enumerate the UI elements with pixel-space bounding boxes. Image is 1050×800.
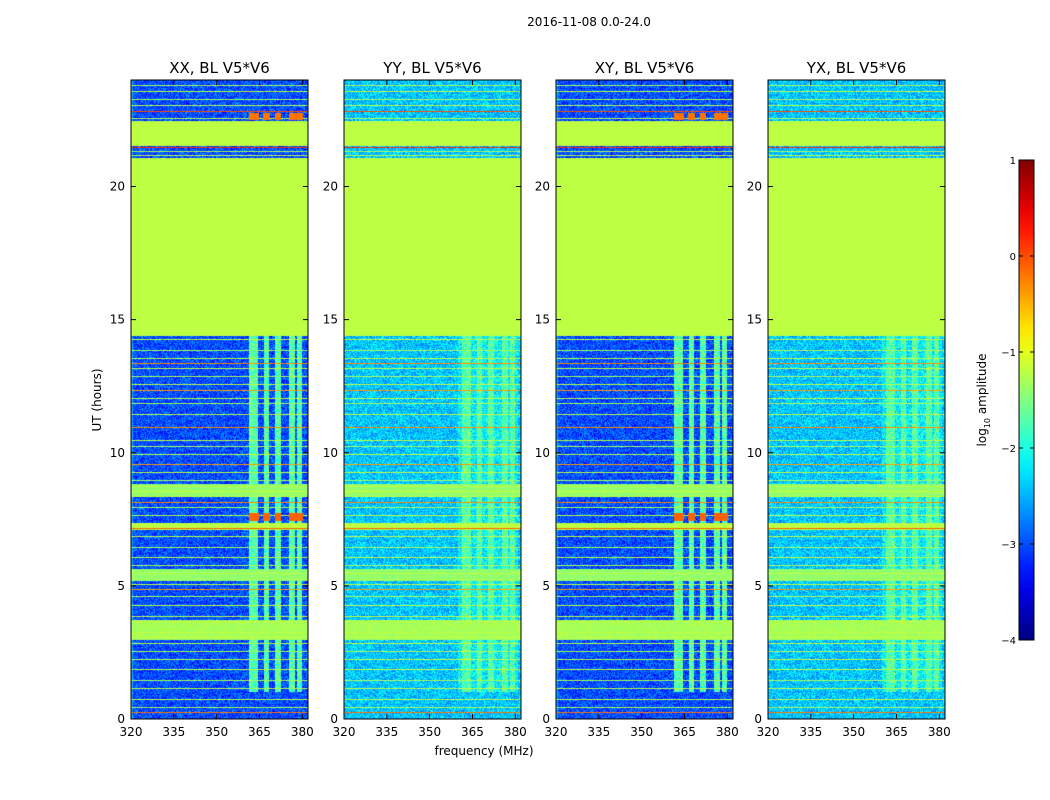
x-tick-label: 335 <box>799 725 822 739</box>
colorbar-tick-label: −2 <box>1001 444 1016 455</box>
y-tick-label: 5 <box>754 579 762 593</box>
y-tick-label: 0 <box>542 712 550 726</box>
y-tick-label: 10 <box>110 446 125 460</box>
y-axis-label: UT (hours) <box>90 368 104 431</box>
x-tick-label: 350 <box>418 725 441 739</box>
axes-frame <box>767 79 946 720</box>
colorbar-tick-label: 1 <box>1010 156 1016 167</box>
panel-xx: XX, BL V5*V6 320 335 350 365 380 0 5 10 15 20 <box>110 59 314 739</box>
y-tick-label: 10 <box>323 446 338 460</box>
axes-frame <box>343 79 522 720</box>
y-tick-label: 5 <box>330 579 338 593</box>
colorbar-tick-label: −1 <box>1001 348 1016 359</box>
y-tick-label: 15 <box>323 313 338 327</box>
y-tick-label: 15 <box>747 313 762 327</box>
x-tick-label: 320 <box>120 725 143 739</box>
panel-yx: YX, BL V5*V6 320 335 350 365 380 0 5 10 15 20 <box>747 59 951 739</box>
panel-yy: YY, BL V5*V6 320 335 350 365 380 0 5 10 15 20 <box>323 59 527 739</box>
x-tick-label: 365 <box>885 725 908 739</box>
y-tick-label: 20 <box>535 180 550 194</box>
heatmap-yy <box>344 80 521 719</box>
x-tick-label: 380 <box>504 725 527 739</box>
x-tick-label: 380 <box>291 725 314 739</box>
panel-title: YY, BL V5*V6 <box>382 59 481 77</box>
y-tick-label: 10 <box>747 446 762 460</box>
x-tick-label: 320 <box>757 725 780 739</box>
heatmap-yx <box>768 80 945 719</box>
colorbar-tick-label: −3 <box>1001 540 1016 551</box>
x-tick-label: 335 <box>375 725 398 739</box>
axes-frame <box>130 79 309 720</box>
x-tick-label: 365 <box>673 725 696 739</box>
y-tick-label: 20 <box>747 180 762 194</box>
colorbar-tick-label: −4 <box>1001 636 1016 647</box>
heatmap-xy <box>556 80 733 719</box>
x-tick-label: 365 <box>461 725 484 739</box>
y-tick-label: 5 <box>117 579 125 593</box>
x-tick-label: 350 <box>630 725 653 739</box>
figure-suptitle: 2016-11-08 0.0-24.0 <box>527 15 651 29</box>
x-tick-label: 320 <box>545 725 568 739</box>
x-tick-label: 335 <box>587 725 610 739</box>
y-tick-label: 15 <box>535 313 550 327</box>
colorbar-label: log10 amplitude <box>975 354 992 447</box>
x-tick-label: 380 <box>716 725 739 739</box>
y-tick-label: 0 <box>754 712 762 726</box>
x-axis-label: frequency (MHz) <box>434 744 533 758</box>
panel-title: YX, BL V5*V6 <box>806 59 907 77</box>
x-tick-label: 365 <box>248 725 271 739</box>
y-tick-label: 15 <box>110 313 125 327</box>
panel-title: XY, BL V5*V6 <box>595 59 695 77</box>
colorbar-scale <box>1018 159 1035 641</box>
axes-frame <box>555 79 734 720</box>
y-tick-label: 20 <box>110 180 125 194</box>
x-tick-label: 350 <box>205 725 228 739</box>
x-tick-label: 335 <box>162 725 185 739</box>
x-tick-label: 380 <box>928 725 951 739</box>
y-tick-label: 20 <box>323 180 338 194</box>
panel-xy: XY, BL V5*V6 320 335 350 365 380 0 5 10 15 20 <box>535 59 739 739</box>
y-tick-label: 10 <box>535 446 550 460</box>
x-tick-label: 350 <box>842 725 865 739</box>
colorbar-tick-label: 0 <box>1010 252 1016 263</box>
y-tick-label: 5 <box>542 579 550 593</box>
y-tick-label: 0 <box>330 712 338 726</box>
colorbar: 1 0 −1 −2 −3 −4 <box>1001 156 1035 647</box>
heatmap-xx <box>131 80 308 719</box>
x-tick-label: 320 <box>333 725 356 739</box>
panel-title: XX, BL V5*V6 <box>169 59 270 77</box>
y-tick-label: 0 <box>117 712 125 726</box>
